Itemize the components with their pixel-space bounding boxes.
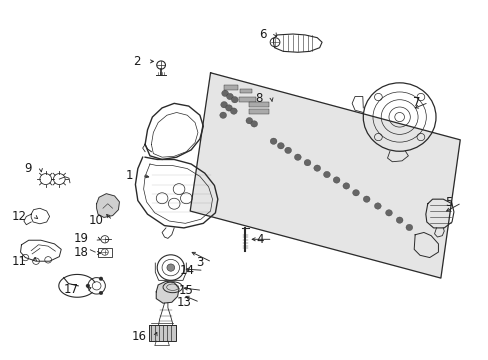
Text: 14: 14 [180,264,195,277]
Circle shape [86,284,90,288]
Circle shape [219,112,226,118]
Circle shape [363,196,369,202]
Text: 1: 1 [125,169,133,182]
Circle shape [225,105,232,111]
Circle shape [220,102,227,108]
Circle shape [230,108,237,114]
Text: 11: 11 [11,255,26,268]
Polygon shape [190,73,459,278]
Text: 9: 9 [24,162,32,175]
Circle shape [385,210,391,216]
Text: 12: 12 [11,210,26,223]
Text: 2: 2 [132,55,140,68]
Circle shape [99,277,102,280]
Bar [249,103,268,107]
Polygon shape [156,281,179,303]
Text: 19: 19 [73,232,88,245]
Circle shape [352,190,359,196]
Bar [224,85,237,90]
Circle shape [342,183,349,189]
Bar [148,325,175,341]
Text: 6: 6 [258,27,266,41]
Circle shape [270,138,276,144]
Circle shape [374,203,381,209]
Circle shape [395,217,402,223]
Text: 18: 18 [73,247,88,260]
Circle shape [323,171,329,178]
Circle shape [226,93,233,100]
Text: 8: 8 [255,92,263,105]
Bar [249,109,268,114]
Circle shape [277,143,284,149]
Circle shape [99,291,102,295]
Circle shape [221,90,228,96]
Text: 15: 15 [178,284,193,297]
Circle shape [405,224,412,231]
Bar [238,97,255,102]
Circle shape [294,154,301,161]
Polygon shape [97,194,119,217]
Bar [239,89,251,93]
Circle shape [304,159,310,166]
Circle shape [313,165,320,171]
Text: 13: 13 [176,296,191,309]
Circle shape [284,147,291,154]
Text: 7: 7 [412,96,419,109]
Circle shape [332,177,339,183]
Circle shape [166,264,174,271]
Circle shape [250,121,257,127]
Bar [98,248,112,257]
Text: 4: 4 [256,233,264,246]
Text: 10: 10 [89,213,103,227]
Text: 3: 3 [196,256,203,269]
Text: 5: 5 [445,196,452,209]
Circle shape [245,117,252,124]
Text: 16: 16 [131,329,146,342]
Text: 17: 17 [63,283,79,296]
Circle shape [231,96,238,103]
